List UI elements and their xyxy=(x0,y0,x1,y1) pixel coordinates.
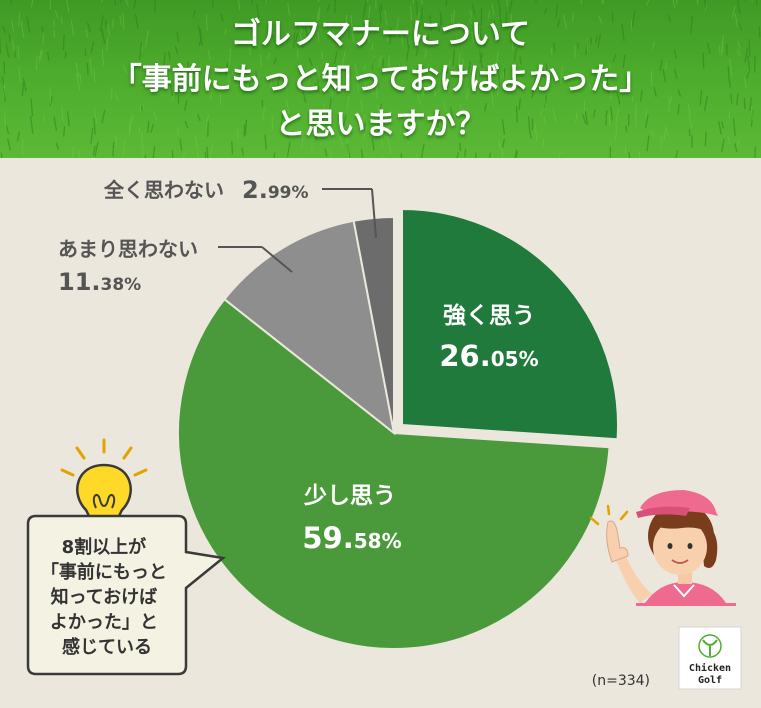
label-not-at-all: 全く思わない xyxy=(103,178,224,202)
slice-not-much xyxy=(223,219,396,436)
value-some-minor: 58% xyxy=(354,529,402,553)
callout-bubble xyxy=(26,514,226,676)
value-not-at-all: 2.99% xyxy=(242,176,309,204)
title-line-1: ゴルフマナーについて xyxy=(230,17,531,52)
header-banner: ゴルフマナーについて 「事前にもっと知っておけばよかった」 と思いますか？ xyxy=(0,0,761,158)
leader-line-not-much-drop xyxy=(261,246,293,273)
grass-texture xyxy=(0,0,761,158)
sample-size: (n=334) xyxy=(592,673,650,689)
golfer-woman-illustration xyxy=(589,490,736,606)
title-line-3: と思いますか？ xyxy=(275,107,486,142)
value-strong-minor: 05% xyxy=(491,347,539,371)
label-not-much-text: あまり思わない xyxy=(58,237,198,261)
callout-text: 8割以上が 「事前にもっと 知っておけば よかった」と 感じている xyxy=(41,536,173,658)
slice-some xyxy=(177,297,611,650)
callout-line-2: 「事前にもっと xyxy=(41,561,167,583)
label-not-at-all-text: 全く思わない xyxy=(103,178,224,202)
title-line-2: 「事前にもっと知っておけばよかった」 xyxy=(111,62,650,97)
value-not-at-all-major: 2. xyxy=(242,176,268,204)
label-strong: 強く思う xyxy=(443,303,535,329)
callout-line-5: 感じている xyxy=(62,636,152,658)
value-not-at-all-minor: 99% xyxy=(268,183,309,203)
value-not-much: 11.38% xyxy=(58,268,141,296)
value-strong: 26.05% xyxy=(439,339,538,373)
label-some: 少し思う xyxy=(303,483,396,509)
label-not-much: あまり思わない xyxy=(58,237,198,261)
slice-strong xyxy=(401,207,619,441)
value-some: 59.58% xyxy=(302,521,401,555)
callout-line-1: 8割以上が xyxy=(62,536,147,558)
value-some-major: 59. xyxy=(302,521,353,555)
value-not-much-major: 11. xyxy=(58,268,101,296)
leader-line-not-at-all-drop xyxy=(371,188,377,239)
logo-line-1: Chicken xyxy=(689,662,731,674)
page-title: ゴルフマナーについて 「事前にもっと知っておけばよかった」 と思いますか？ xyxy=(0,12,761,147)
label-some-text: 少し思う xyxy=(303,483,396,509)
label-strong-text: 強く思う xyxy=(443,303,535,329)
value-not-much-minor: 38% xyxy=(101,275,142,295)
logo-line-2: Golf xyxy=(698,675,722,686)
callout-line-4: よかった」と xyxy=(50,612,158,633)
value-strong-major: 26. xyxy=(439,339,490,373)
callout-line-3: 知っておけば xyxy=(51,586,158,608)
chicken-golf-logo: Chicken Golf xyxy=(678,626,742,690)
